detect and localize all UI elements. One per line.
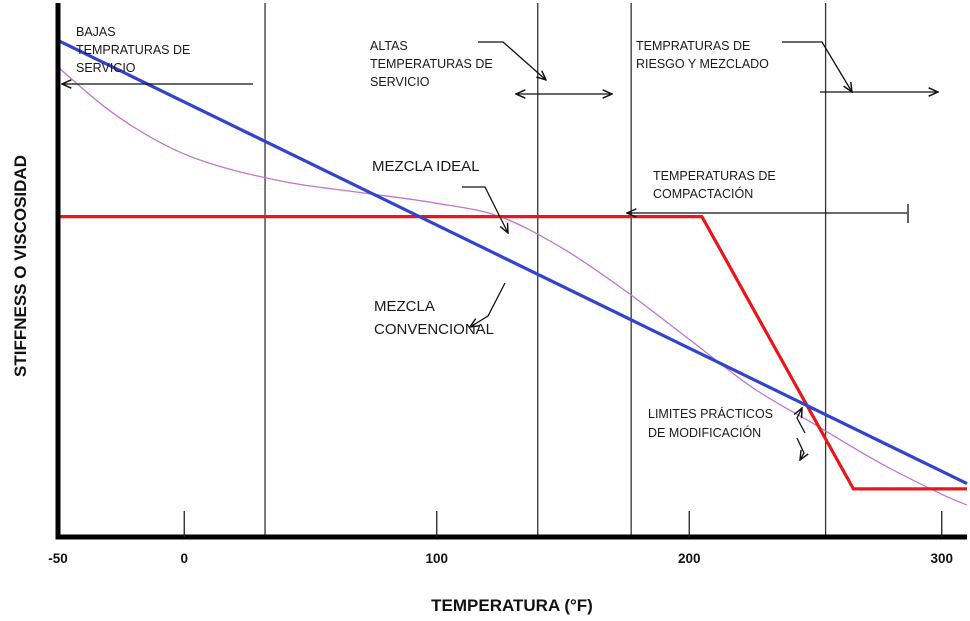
annotation-compactacion-line-0: TEMPERATURAS DE: [653, 169, 776, 183]
arrow-riesgo-pointer: [782, 41, 852, 92]
arrow-altas-pointer: [478, 41, 546, 80]
axis-frame: [55, 3, 967, 540]
arrow-limites-down: [796, 437, 804, 460]
y-axis-title: STIFFNESS O VISCOSIDAD: [11, 155, 30, 377]
annotation-compactacion-line-1: COMPACTACIÓN: [653, 186, 753, 201]
x-tick-label-3: 200: [678, 551, 701, 566]
annotation-mezcla-ideal-line-0: MEZCLA IDEAL: [372, 158, 480, 175]
annotation-riesgo-line-1: RIESGO Y MEZCLADO: [636, 57, 769, 71]
x-axis-title: TEMPERATURA (°F): [431, 596, 593, 615]
series-layer: [57, 38, 968, 506]
x-tick-label-0: -50: [48, 551, 68, 566]
annotation-riesgo-line-0: TEMPRATURAS DE: [636, 39, 750, 53]
annotation-altas-line-1: TEMPERATURAS DE: [370, 57, 493, 71]
purple-series-curve: [57, 66, 968, 506]
arrow-limites-up: [797, 408, 806, 434]
arrow-mezcla-convencional: [470, 282, 506, 327]
annotation-bajas-line-0: BAJAS: [76, 25, 116, 39]
arrow-mezcla-ideal: [462, 186, 508, 233]
annotation-convencional-line-0: MEZCLA: [374, 298, 435, 315]
annotation-altas-line-0: ALTAS: [370, 39, 408, 53]
annotation-limites-line-1: DE MODIFICACIÓN: [648, 425, 761, 440]
annotation-limites-line-0: LIMITES PRÁCTICOS: [648, 406, 773, 421]
red-series-line: [58, 215, 967, 491]
x-tick-label-2: 100: [425, 551, 448, 566]
x-tick-label-1: 0: [180, 551, 188, 566]
vertical-reference-lines: [264, 3, 827, 537]
annotation-convencional-line-1: CONVENCIONAL: [374, 321, 494, 338]
annotation-bajas-line-2: SERVICIO: [76, 61, 136, 75]
annotation-arrows: [62, 41, 938, 460]
axes: -50 0 100 200 300 TEMPERATURA (°F) STIFFNESS O…: [11, 3, 967, 615]
annotation-labels: BAJAS TEMPRATURAS DE SERVICIO ALTAS TEMPERAT…: [76, 25, 776, 440]
annotation-bajas-line-1: TEMPRATURAS DE: [76, 43, 190, 57]
blue-series-line: [57, 38, 968, 486]
annotation-altas-line-2: SERVICIO: [370, 75, 430, 89]
x-tick-label-4: 300: [930, 551, 953, 566]
